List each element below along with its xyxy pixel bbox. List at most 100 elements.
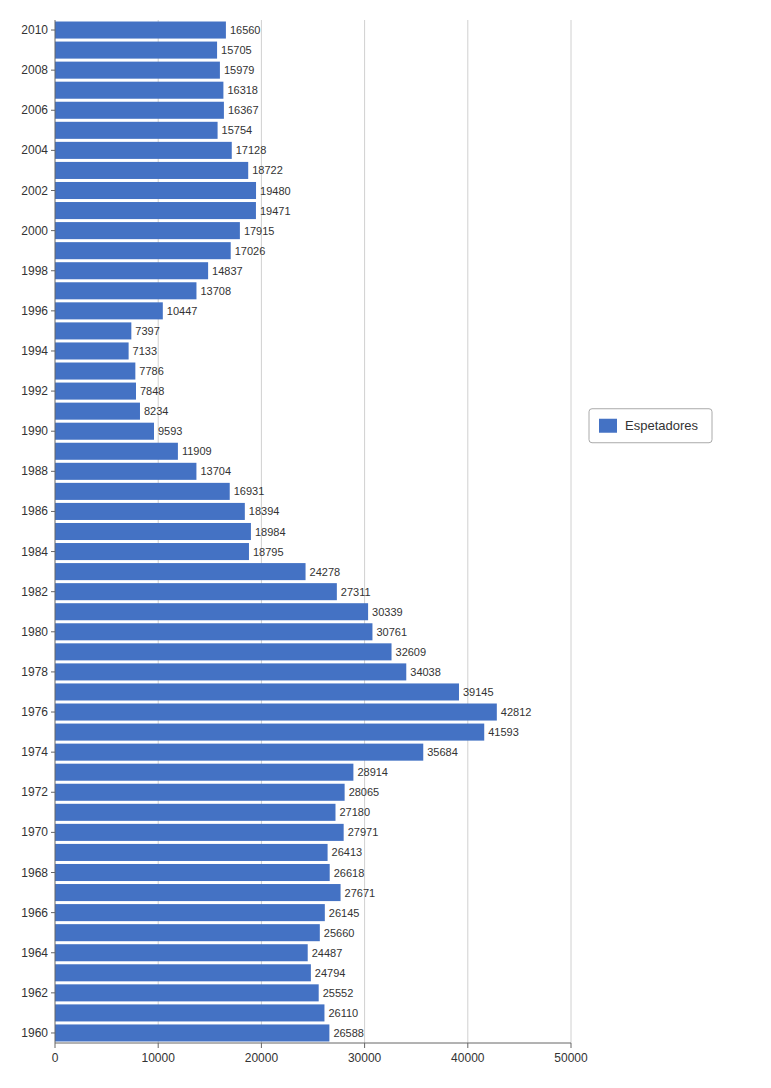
bar xyxy=(55,82,223,99)
bar xyxy=(55,523,251,540)
bar xyxy=(55,42,217,59)
y-tick-label: 1990 xyxy=(21,424,48,438)
bar xyxy=(55,663,406,680)
data-label: 13708 xyxy=(200,285,231,297)
bar xyxy=(55,904,325,921)
data-label: 25660 xyxy=(324,927,355,939)
bars xyxy=(55,22,497,1042)
bar xyxy=(55,242,231,259)
data-label: 26618 xyxy=(334,867,365,879)
bar xyxy=(55,724,484,741)
data-label: 30339 xyxy=(372,606,403,618)
y-tick-label: 1986 xyxy=(21,504,48,518)
bar xyxy=(55,964,311,981)
y-tick xyxy=(51,30,55,31)
y-tick xyxy=(51,872,55,873)
x-tick xyxy=(158,1043,159,1048)
data-label: 14837 xyxy=(212,265,243,277)
y-tick-label: 2006 xyxy=(21,103,48,117)
y-tick xyxy=(51,350,55,351)
bar xyxy=(55,122,218,139)
bar xyxy=(55,844,328,861)
bar xyxy=(55,1024,329,1041)
y-tick-label: 2000 xyxy=(21,224,48,238)
y-tick xyxy=(51,270,55,271)
y-tick-label: 1964 xyxy=(21,946,48,960)
x-axis-line xyxy=(55,1043,571,1044)
y-tick-label: 1980 xyxy=(21,625,48,639)
y-tick xyxy=(51,631,55,632)
y-tick xyxy=(51,752,55,753)
data-label: 15979 xyxy=(224,64,255,76)
x-tick-label: 0 xyxy=(52,1051,59,1065)
data-label: 16560 xyxy=(230,24,261,36)
data-label: 7397 xyxy=(135,325,159,337)
bar xyxy=(55,383,136,400)
data-label: 16318 xyxy=(227,84,258,96)
data-label: 15705 xyxy=(221,44,252,56)
y-tick xyxy=(51,912,55,913)
y-tick-label: 1968 xyxy=(21,866,48,880)
bar xyxy=(55,342,129,359)
data-label: 9593 xyxy=(158,425,182,437)
data-label: 18795 xyxy=(253,546,284,558)
y-tick-label: 2002 xyxy=(21,184,48,198)
bar xyxy=(55,824,344,841)
x-tick xyxy=(364,1043,365,1048)
bar xyxy=(55,784,345,801)
data-label: 26145 xyxy=(329,907,360,919)
bar xyxy=(55,302,163,319)
bar xyxy=(55,884,341,901)
data-label: 19471 xyxy=(260,205,291,217)
y-tick-label: 1988 xyxy=(21,464,48,478)
data-label: 17026 xyxy=(235,245,266,257)
y-tick-label: 1974 xyxy=(21,745,48,759)
data-label: 39145 xyxy=(463,686,494,698)
data-label: 8234 xyxy=(144,405,168,417)
bar xyxy=(55,363,135,380)
data-label: 13704 xyxy=(200,465,231,477)
data-label: 26413 xyxy=(332,846,363,858)
data-label: 32609 xyxy=(396,646,427,658)
bar xyxy=(55,443,178,460)
bar xyxy=(55,603,368,620)
y-tick xyxy=(51,551,55,552)
y-tick xyxy=(51,511,55,512)
data-label: 34038 xyxy=(410,666,441,678)
x-tick xyxy=(261,1043,262,1048)
bar xyxy=(55,804,335,821)
data-label: 7848 xyxy=(140,385,164,397)
data-label: 24794 xyxy=(315,967,346,979)
data-label: 27971 xyxy=(348,826,379,838)
y-tick xyxy=(51,992,55,993)
y-tick-label: 2010 xyxy=(21,23,48,37)
y-tick xyxy=(51,952,55,953)
y-tick-label: 1962 xyxy=(21,986,48,1000)
data-label: 27671 xyxy=(345,887,376,899)
y-tick-label: 1976 xyxy=(21,705,48,719)
bar xyxy=(55,1004,324,1021)
bar xyxy=(55,142,232,159)
data-label: 42812 xyxy=(501,706,532,718)
bar xyxy=(55,744,423,761)
y-tick xyxy=(51,712,55,713)
y-tick xyxy=(51,230,55,231)
y-tick-label: 1996 xyxy=(21,304,48,318)
grid-line xyxy=(467,20,468,1043)
bar xyxy=(55,944,308,961)
y-tick-label: 1966 xyxy=(21,906,48,920)
y-tick-label: 2008 xyxy=(21,63,48,77)
x-tick-label: 10000 xyxy=(142,1051,176,1065)
bar xyxy=(55,22,226,39)
y-tick xyxy=(51,832,55,833)
legend-label: Espetadores xyxy=(625,418,698,433)
bar xyxy=(55,182,256,199)
data-label: 10447 xyxy=(167,305,198,317)
y-tick xyxy=(51,310,55,311)
data-label: 19480 xyxy=(260,185,291,197)
bar xyxy=(55,282,196,299)
data-label: 30761 xyxy=(376,626,407,638)
data-label: 16931 xyxy=(234,485,265,497)
data-label: 18722 xyxy=(252,164,283,176)
data-label: 27180 xyxy=(339,806,370,818)
